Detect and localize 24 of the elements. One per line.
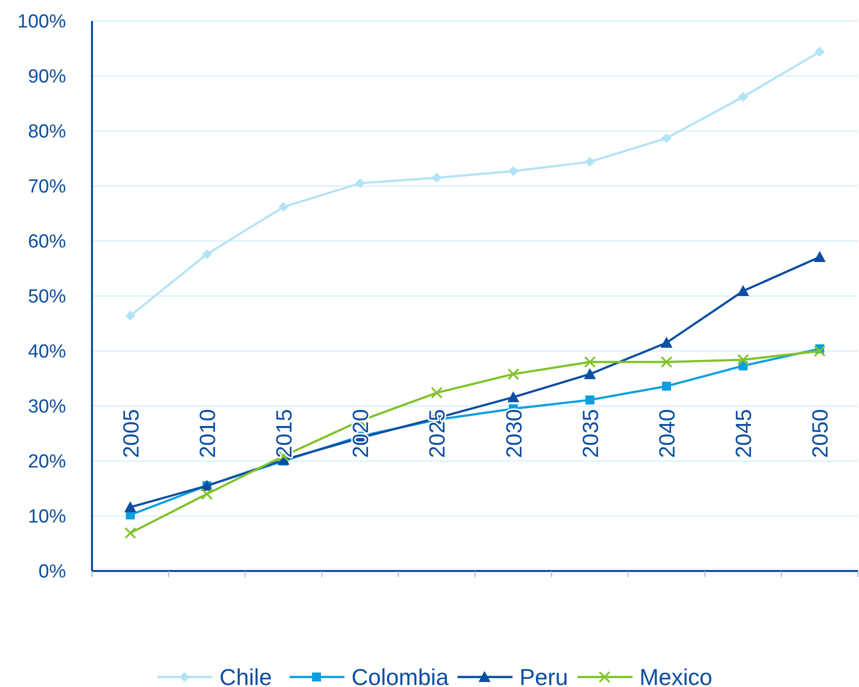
y-tick-label: 50%	[28, 286, 66, 308]
y-tick-label: 20%	[28, 452, 66, 473]
x-tick-label: 2030	[501, 409, 526, 458]
legend-label: Mexico	[640, 664, 712, 687]
x-tick-label: 2010	[194, 409, 220, 458]
x-tick-label: 2015	[272, 409, 296, 458]
legend-label: Colombia	[352, 664, 449, 687]
y-tick-label: 30%	[28, 396, 66, 418]
x-tick-label: 2005	[118, 409, 144, 458]
x-tick-label: 2045	[731, 409, 756, 458]
y-tick-label: 80%	[28, 122, 66, 143]
x-tick-label: 2040	[654, 409, 680, 458]
y-tick-label: 40%	[28, 342, 66, 363]
x-tick-label: 2050	[808, 409, 833, 458]
legend-label: Peru	[520, 664, 568, 687]
y-tick-label: 10%	[28, 506, 66, 528]
y-tick-label: 0%	[38, 562, 66, 583]
x-tick-label: 2020	[348, 409, 374, 458]
y-tick-label: 90%	[28, 66, 66, 88]
y-tick-label: 100%	[17, 12, 66, 33]
x-tick-label: 2035	[578, 409, 603, 458]
y-tick-label: 60%	[28, 232, 66, 253]
y-tick-label: 70%	[28, 176, 66, 198]
legend-label: Chile	[220, 664, 272, 687]
